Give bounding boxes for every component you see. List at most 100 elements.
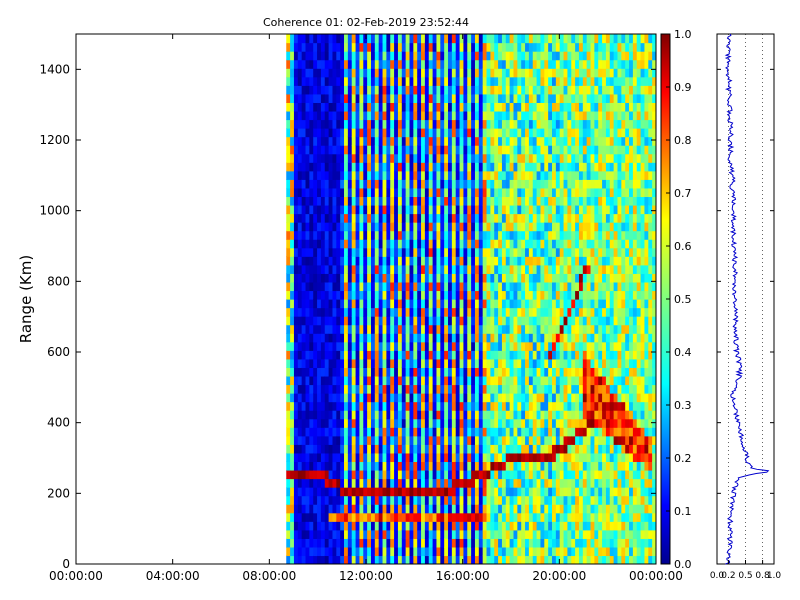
heatmap-cell [459,546,465,557]
heatmap-cell [540,247,545,257]
heatmap-cell [370,170,376,180]
heatmap-cell [305,93,310,103]
heatmap-cell [421,145,426,155]
heatmap-cell [455,110,461,121]
heatmap-cell [544,435,549,445]
heatmap-cell [355,76,361,86]
heatmap-cell [571,324,576,334]
heatmap-cell [355,401,361,411]
heatmap-cell [340,427,345,437]
heatmap-cell [440,119,445,129]
heatmap-cell [428,42,434,52]
heatmap-cell [482,495,488,505]
heatmap-cell [409,145,414,155]
heatmap-cell [540,213,545,223]
heatmap-cell [563,358,569,368]
heatmap-cell [405,427,411,437]
heatmap-cell [421,384,426,394]
heatmap-cell [478,51,484,61]
heatmap-cell [578,170,584,180]
heatmap-cell [567,504,572,514]
heatmap-cell [567,119,572,129]
heatmap-cell [536,358,542,368]
heatmap-cell [525,504,530,514]
heatmap-cell [397,162,403,172]
heatmap-cell [355,461,361,471]
heatmap-cell [347,469,353,480]
heatmap-cell [451,42,457,52]
heatmap-cell [498,316,503,326]
heatmap-cell [428,145,434,155]
heatmap-cell [490,222,495,232]
heatmap-cell [544,512,549,522]
heatmap-cell [367,512,372,522]
heatmap-cell [444,290,449,300]
heatmap-cell [320,170,326,180]
heatmap-cell [351,239,357,249]
heatmap-cell [590,42,595,52]
heatmap-cell [421,299,426,309]
heatmap-cell [505,418,511,428]
heatmap-cell [397,273,403,283]
heatmap-cell [309,452,314,463]
heatmap-cell [575,196,580,206]
heatmap-cell [413,393,418,403]
heatmap-cell [394,538,399,548]
heatmap-cell [578,85,584,95]
heatmap-cell [355,546,361,557]
heatmap-cell [421,341,426,351]
heatmap-cell [555,179,561,189]
heatmap-cell [309,128,314,138]
heatmap-cell [367,51,372,61]
heatmap-cell [559,504,565,514]
heatmap-cell [586,555,592,564]
heatmap-cell [428,350,434,360]
heatmap-cell [440,34,445,44]
heatmap-cell [498,341,503,351]
heatmap-cell [347,538,353,548]
heatmap-cell [286,128,291,138]
heatmap-cell [332,222,337,232]
heatmap-cell [336,128,341,138]
heatmap-cell [482,427,488,437]
heatmap-cell [367,76,372,86]
heatmap-cell [474,375,480,386]
heatmap-cell [582,512,588,522]
heatmap-cell [521,273,526,283]
heatmap-cell [590,418,595,428]
heatmap-cell [351,264,357,274]
heatmap-cell [525,410,530,420]
heatmap-cell [474,504,480,514]
heatmap-cell [528,213,534,223]
heatmap-cell [455,324,461,334]
heatmap-cell [332,273,337,283]
heatmap-cell [378,59,384,69]
heatmap-cell [374,375,380,386]
heatmap-cell [413,59,418,69]
heatmap-cell [594,487,599,497]
heatmap-cell [286,401,291,411]
heatmap-cell [397,170,403,180]
heatmap-cell [582,76,588,86]
heatmap-cell [344,153,349,163]
heatmap-cell [582,68,588,78]
heatmap-cell [559,68,565,78]
heatmap-cell [463,504,468,514]
heatmap-cell [455,435,461,445]
heatmap-cell [586,34,592,44]
heatmap-cell [401,401,407,411]
heatmap-cell [528,427,534,437]
heatmap-cell [471,51,476,61]
heatmap-cell [463,85,468,95]
heatmap-cell [424,341,430,351]
heatmap-cell [363,136,368,146]
heatmap-cell [590,478,595,488]
heatmap-cell [540,128,545,138]
heatmap-cell [590,410,595,420]
heatmap-cell [401,427,407,437]
heatmap-cell [317,410,322,420]
heatmap-cell [297,401,303,411]
heatmap-cell [286,444,291,454]
heatmap-cell [586,128,592,138]
heatmap-cell [536,179,542,189]
